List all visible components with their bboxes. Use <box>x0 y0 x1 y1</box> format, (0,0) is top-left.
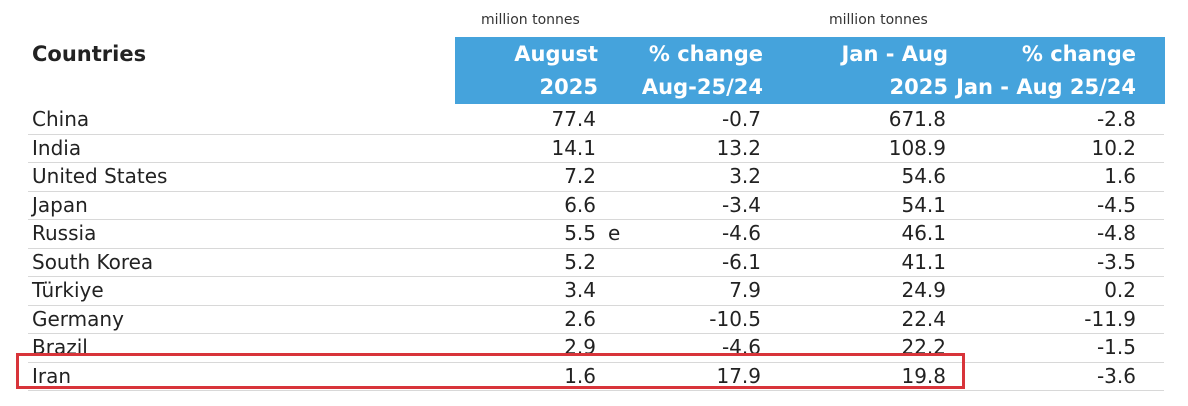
cell-pct-change-aug: -6.1 <box>721 249 761 274</box>
cell-country: Japan <box>32 192 88 217</box>
table-row: China 77.4 -0.7 671.8 -2.8 <box>28 106 1164 135</box>
cell-country: India <box>32 135 82 160</box>
header-august: August 2025 <box>455 39 598 102</box>
header-jan-aug: Jan - Aug 2025 <box>763 39 948 102</box>
cell-country: Türkiye <box>32 278 104 302</box>
cell-jan-aug: 24.9 <box>901 278 946 302</box>
cell-august: 5.5 <box>564 221 596 245</box>
cell-august: 3.4 <box>564 278 596 302</box>
cell-jan-aug: 54.6 <box>901 164 946 188</box>
cell-pct-change-jan-aug: -4.5 <box>1096 192 1136 217</box>
cell-country: China <box>32 107 90 131</box>
header-pct-change-jan-aug-line2: Jan - Aug 25/24 <box>956 75 1136 99</box>
cell-country: United States <box>32 164 168 188</box>
cell-pct-change-aug: 7.9 <box>729 278 761 302</box>
cell-pct-change-jan-aug: -3.6 <box>1096 363 1136 388</box>
header-jan-aug-line1: Jan - Aug <box>841 42 948 66</box>
cell-pct-change-jan-aug: 10.2 <box>1091 135 1136 160</box>
header-pct-change-aug: % change Aug-25/24 <box>598 39 763 102</box>
header-august-line1: August <box>514 42 598 66</box>
table-body: China 77.4 -0.7 671.8 -2.8 India 14.1 13… <box>28 106 1164 391</box>
cell-pct-change-aug: 17.9 <box>716 363 761 388</box>
cell-pct-change-aug: 13.2 <box>716 135 761 160</box>
header-pct-change-aug-line2: Aug-25/24 <box>641 75 763 99</box>
cell-jan-aug: 54.1 <box>901 192 946 217</box>
cell-august: 2.6 <box>564 306 596 331</box>
cell-jan-aug: 19.8 <box>901 363 946 388</box>
header-pct-change-jan-aug-line1: % change <box>1021 42 1136 66</box>
table-row: Iran 1.6 17.9 19.8 -3.6 <box>28 363 1164 391</box>
countries-column-header: Countries <box>32 42 147 66</box>
unit-label-august: million tonnes <box>481 12 580 28</box>
unit-label-jan-aug: million tonnes <box>829 12 928 28</box>
cell-country: Russia <box>32 221 97 245</box>
cell-pct-change-jan-aug: 1.6 <box>1104 164 1136 188</box>
cell-august: 6.6 <box>564 192 596 217</box>
cell-pct-change-jan-aug: -11.9 <box>1084 306 1136 331</box>
cell-country: Germany <box>32 306 124 331</box>
cell-country: Iran <box>32 363 72 388</box>
table-row: United States 7.2 3.2 54.6 1.6 <box>28 163 1164 192</box>
cell-estimate-flag: e <box>608 221 621 245</box>
cell-pct-change-aug: -3.4 <box>721 192 761 217</box>
cell-pct-change-aug: -4.6 <box>721 221 761 245</box>
cell-pct-change-jan-aug: -4.8 <box>1096 221 1136 245</box>
cell-pct-change-jan-aug: -1.5 <box>1096 335 1136 359</box>
cell-country: South Korea <box>32 249 154 274</box>
table-row: South Korea 5.2 -6.1 41.1 -3.5 <box>28 249 1164 277</box>
header-pct-change-jan-aug: % change Jan - Aug 25/24 <box>948 39 1136 102</box>
table-row: Germany 2.6 -10.5 22.4 -11.9 <box>28 306 1164 334</box>
cell-jan-aug: 46.1 <box>901 221 946 245</box>
cell-pct-change-jan-aug: 0.2 <box>1104 278 1136 302</box>
table-header-band <box>455 37 1165 104</box>
cell-jan-aug: 22.4 <box>901 306 946 331</box>
header-august-line2: 2025 <box>539 75 598 99</box>
table-row: Russia 5.5 e -4.6 46.1 -4.8 <box>28 220 1164 249</box>
cell-august: 1.6 <box>564 363 596 388</box>
cell-august: 77.4 <box>551 107 596 131</box>
cell-pct-change-jan-aug: -2.8 <box>1096 107 1136 131</box>
iran-row-highlight-box <box>16 353 965 389</box>
table-row: Türkiye 3.4 7.9 24.9 0.2 <box>28 277 1164 306</box>
cell-pct-change-aug: -10.5 <box>709 306 761 331</box>
cell-pct-change-jan-aug: -3.5 <box>1096 249 1136 274</box>
cell-pct-change-aug: -0.7 <box>721 107 761 131</box>
cell-august: 5.2 <box>564 249 596 274</box>
cell-jan-aug: 671.8 <box>888 107 946 131</box>
table-row: Japan 6.6 -3.4 54.1 -4.5 <box>28 192 1164 220</box>
cell-jan-aug: 41.1 <box>901 249 946 274</box>
header-jan-aug-line2: 2025 <box>889 75 948 99</box>
header-pct-change-aug-line1: % change <box>648 42 763 66</box>
cell-august: 14.1 <box>551 135 596 160</box>
cell-august: 7.2 <box>564 164 596 188</box>
table-row: India 14.1 13.2 108.9 10.2 <box>28 135 1164 163</box>
cell-jan-aug: 108.9 <box>888 135 946 160</box>
cell-pct-change-aug: 3.2 <box>729 164 761 188</box>
